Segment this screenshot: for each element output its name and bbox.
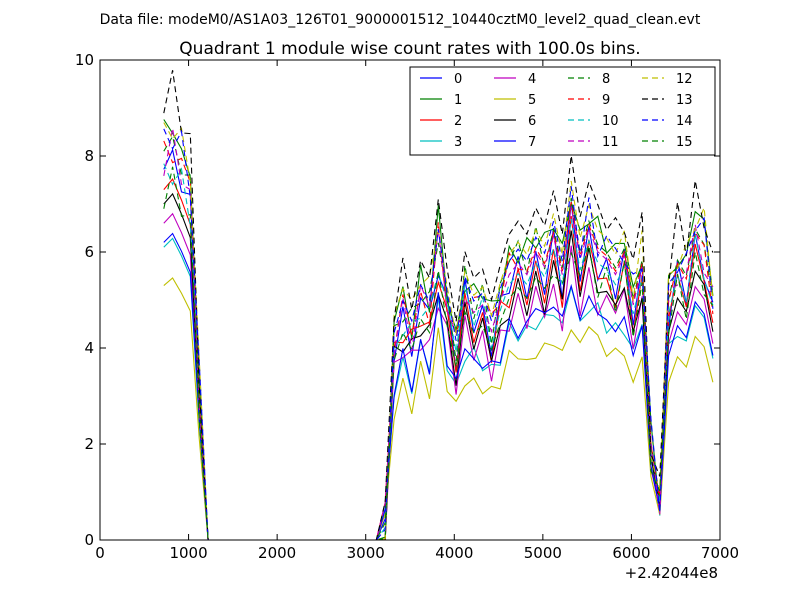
y-tick-label: 6 <box>84 243 94 261</box>
x-tick-label: 7000 <box>701 544 739 562</box>
series-line-15 <box>163 166 714 540</box>
series-line-7 <box>163 232 714 540</box>
x-offset-label: +2.42044e8 <box>625 564 718 582</box>
legend-label-2: 2 <box>454 114 462 129</box>
legend-label-8: 8 <box>602 72 610 87</box>
legend-label-14: 14 <box>676 114 693 129</box>
legend-label-15: 15 <box>676 135 693 150</box>
legend-label-12: 12 <box>676 72 693 87</box>
x-tick-label: 3000 <box>347 544 385 562</box>
legend-label-9: 9 <box>602 93 610 108</box>
figure-suptitle: Data file: modeM0/AS1A03_126T01_90000015… <box>100 12 701 28</box>
legend-frame <box>409 66 716 156</box>
x-tick-label: 2000 <box>258 544 296 562</box>
legend-label-0: 0 <box>454 72 462 87</box>
series-line-0 <box>163 148 714 540</box>
legend-label-3: 3 <box>454 135 462 150</box>
y-tick-label: 0 <box>84 531 94 549</box>
series-line-13 <box>163 70 714 540</box>
series-layer <box>163 70 714 540</box>
x-axis: 0 1000 2000 3000 4000 5000 6000 7000 <box>95 60 739 562</box>
series-line-9 <box>163 140 714 540</box>
y-tick-label: 8 <box>84 147 94 165</box>
series-line-1 <box>163 119 714 540</box>
y-tick-label: 2 <box>84 435 94 453</box>
x-tick-label: 6000 <box>612 544 650 562</box>
y-tick-label: 10 <box>75 51 94 69</box>
series-line-5 <box>163 277 714 540</box>
chart-title: Quadrant 1 module wise count rates with … <box>179 39 640 59</box>
legend-label-1: 1 <box>454 93 462 108</box>
x-tick-label: 1000 <box>169 544 207 562</box>
x-tick-label: 4000 <box>435 544 473 562</box>
series-line-4 <box>163 212 714 540</box>
series-line-14 <box>163 128 714 540</box>
x-tick-label: 5000 <box>524 544 562 562</box>
legend-label-6: 6 <box>528 114 536 129</box>
series-line-8 <box>163 135 714 540</box>
x-tick-label: 0 <box>95 544 105 562</box>
y-tick-label: 4 <box>84 339 94 357</box>
legend-label-13: 13 <box>676 93 693 108</box>
axes-frame <box>99 59 721 541</box>
legend-label-11: 11 <box>602 135 619 150</box>
legend-label-4: 4 <box>528 72 536 87</box>
legend-label-5: 5 <box>528 93 536 108</box>
legend-label-10: 10 <box>602 114 619 129</box>
legend-label-7: 7 <box>528 135 536 150</box>
